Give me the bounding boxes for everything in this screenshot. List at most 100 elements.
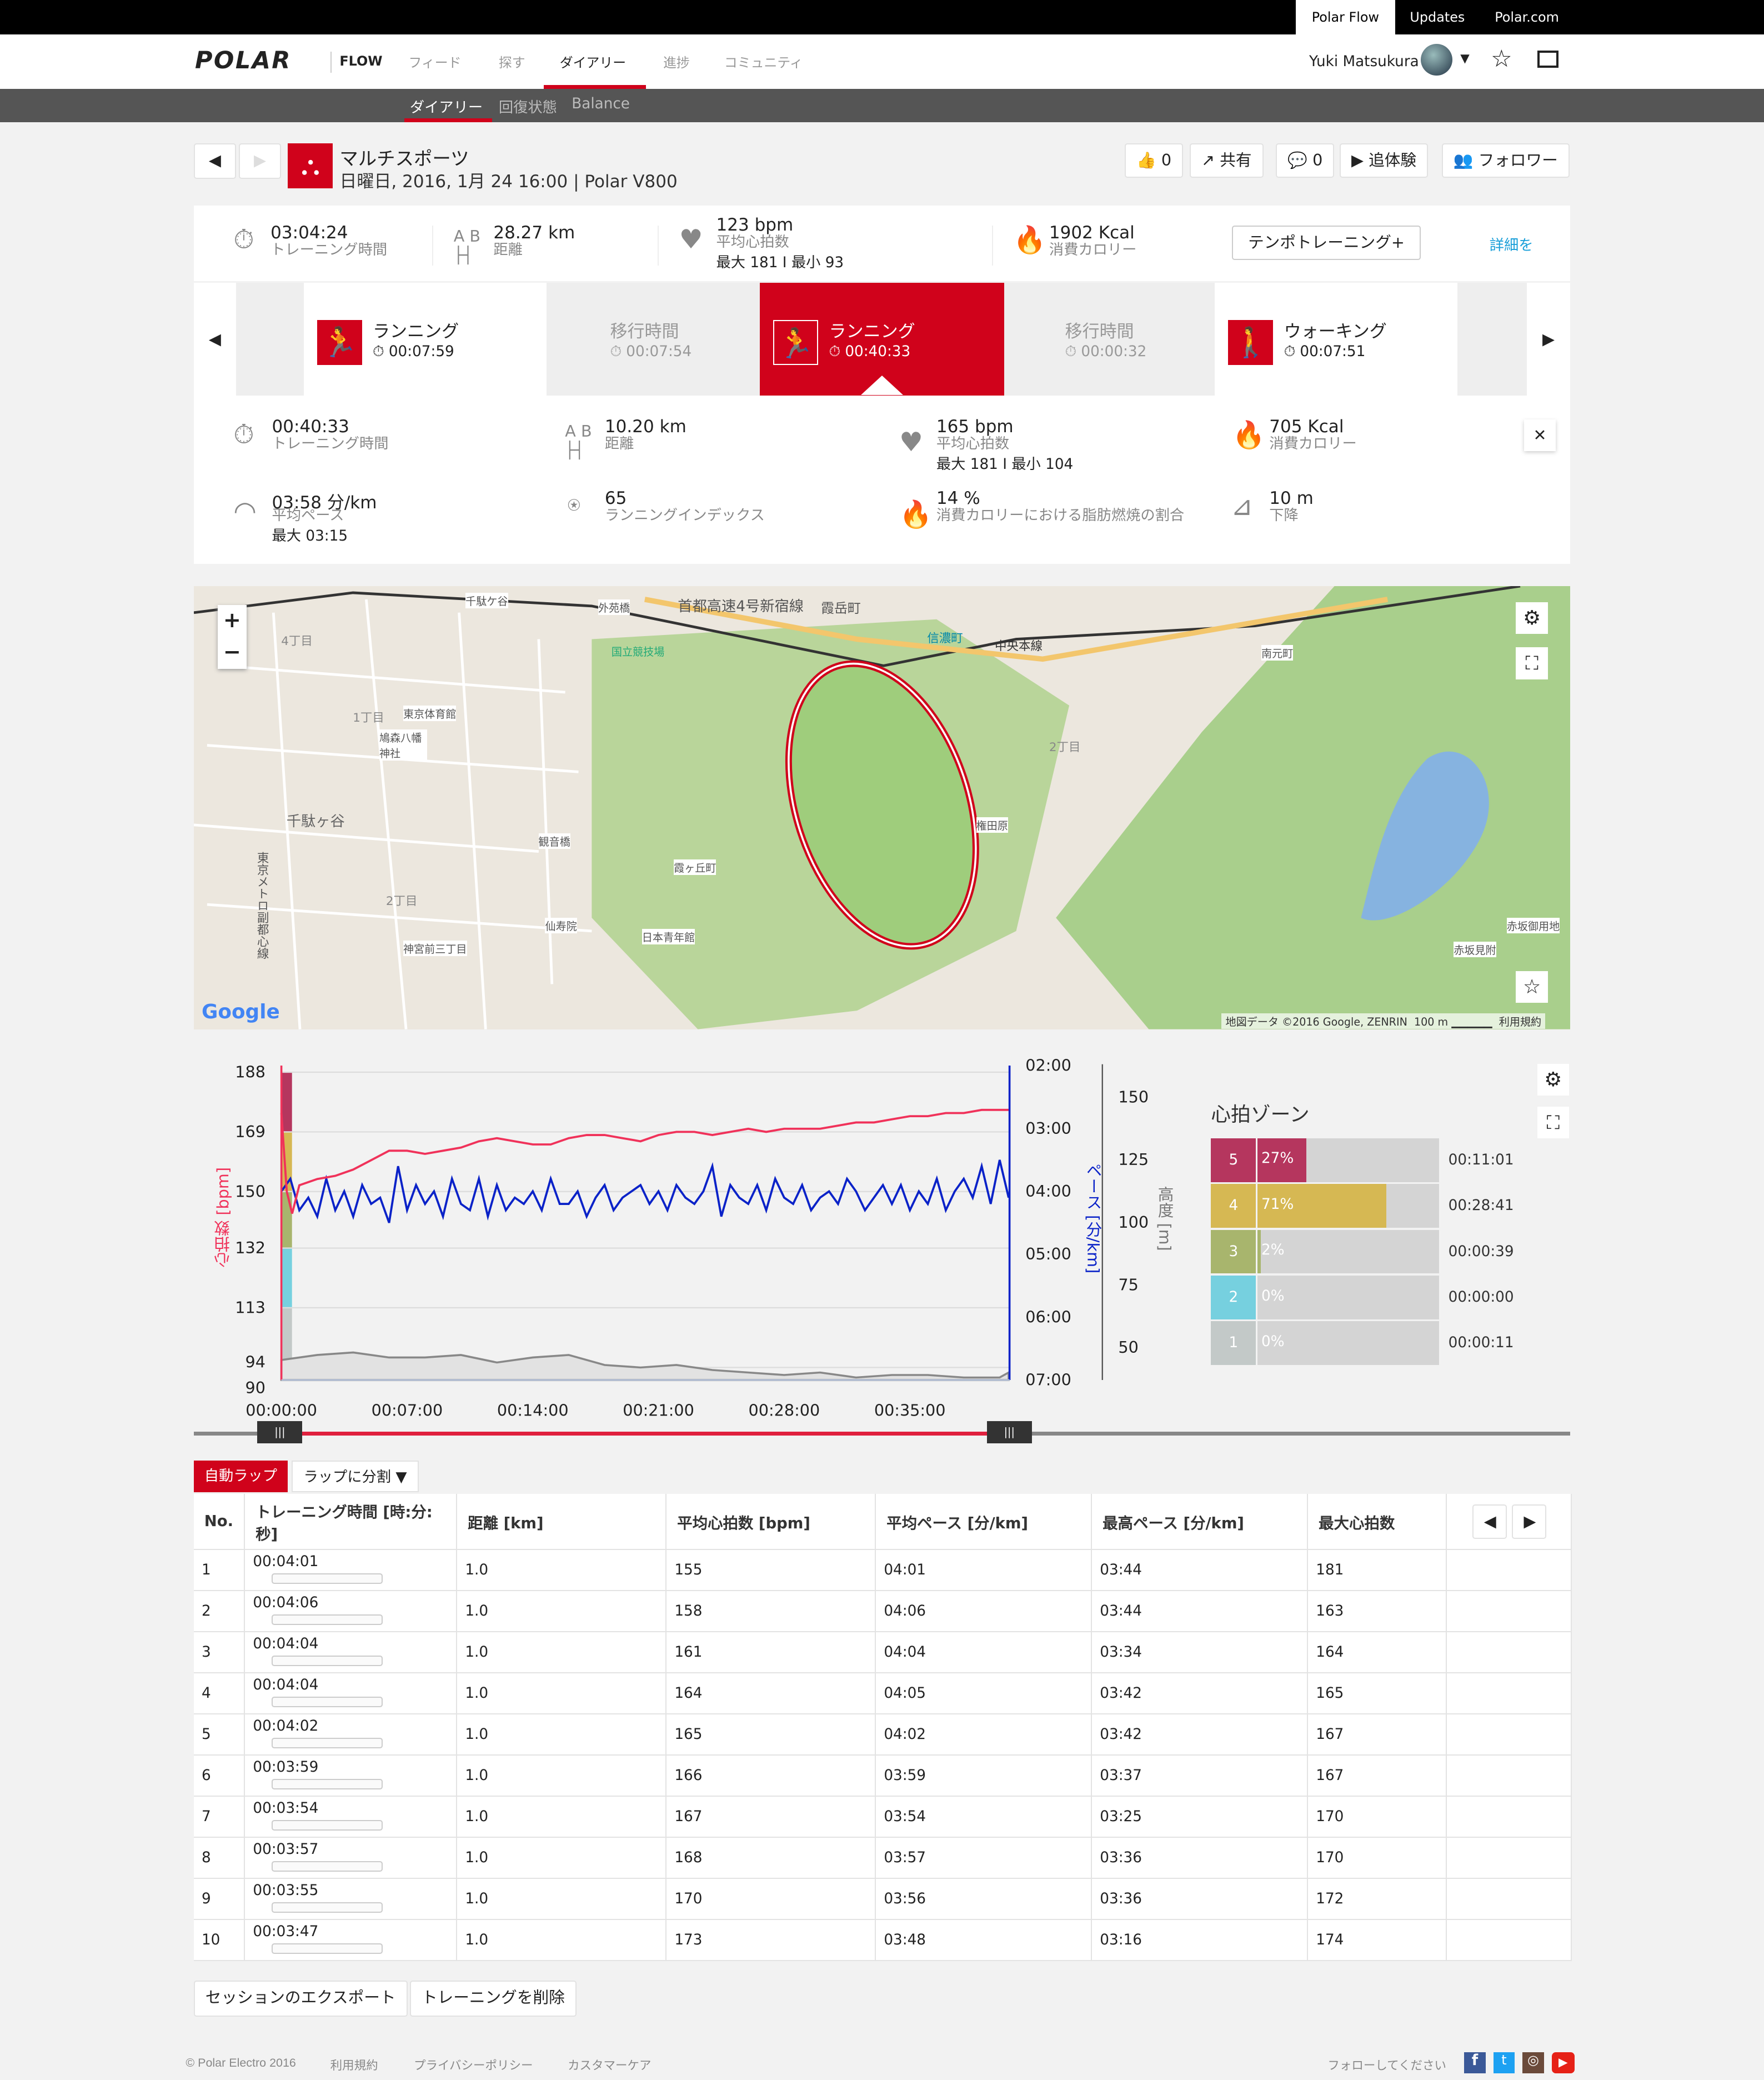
- replay-button[interactable]: ▶ 追体験: [1339, 143, 1429, 178]
- exercise-item-selected[interactable]: 🏃 ランニング ⏱ 00:40:33: [760, 282, 1004, 396]
- close-icon[interactable]: ✕: [1524, 419, 1556, 451]
- split-laps-dropdown[interactable]: ラップに分割 ▼: [292, 1461, 419, 1493]
- nav-feed[interactable]: フィード: [408, 55, 462, 71]
- laps-next-button[interactable]: ▶: [1512, 1504, 1547, 1539]
- messages-icon[interactable]: [1537, 50, 1558, 68]
- table-row[interactable]: 4 00:04:04 1.0 164 04:05 03:42 165: [193, 1673, 1572, 1715]
- zoom-in-button[interactable]: +: [223, 608, 241, 633]
- zoom-out-button[interactable]: −: [223, 640, 241, 665]
- polar-flow-link[interactable]: Polar Flow: [1296, 0, 1395, 35]
- instagram-icon[interactable]: ◎: [1522, 2052, 1544, 2074]
- map-terms-link[interactable]: 利用規約: [1499, 1016, 1542, 1029]
- transition-name: 移行時間: [1065, 321, 1134, 342]
- column-header[interactable]: トレーニング時間 [時:分:秒]: [244, 1493, 458, 1551]
- route-path-outline: [787, 663, 977, 948]
- zone-number: 2: [1211, 1276, 1256, 1319]
- cell-value: 00:03:59: [253, 1759, 319, 1776]
- facebook-icon[interactable]: f: [1464, 2052, 1486, 2074]
- cell: 04:06: [875, 1591, 1092, 1633]
- settings-gear-icon[interactable]: ⚙: [1516, 602, 1548, 634]
- chart-fullscreen-icon[interactable]: ⛶: [1537, 1106, 1569, 1138]
- tempo-training-button[interactable]: テンポトレーニング+: [1232, 225, 1421, 261]
- delete-training-button[interactable]: トレーニングを削除: [409, 1981, 577, 2017]
- user-name[interactable]: Yuki Matsukura: [1309, 53, 1419, 70]
- table-row[interactable]: 3 00:04:04 1.0 161 04:04 03:34 164: [193, 1632, 1572, 1674]
- followers-button[interactable]: 👥 フォロワー: [1441, 143, 1570, 178]
- next-session-button[interactable]: ▶: [238, 143, 282, 179]
- exercise-item[interactable]: 🚶 ウォーキング ⏱ 00:07:51: [1215, 282, 1458, 396]
- selected-pointer: [860, 376, 903, 395]
- table-row[interactable]: 7 00:03:54 1.0 167 03:54 03:25 170: [193, 1796, 1572, 1838]
- table-row[interactable]: 10 00:03:47 1.0 173 03:48 03:16 174: [193, 1919, 1572, 1962]
- exercise-name: ランニング: [373, 321, 459, 342]
- export-session-button[interactable]: セッションのエクスポート: [193, 1981, 408, 2017]
- range-start-handle[interactable]: |||: [257, 1421, 303, 1444]
- cell-value: 03:44: [1100, 1562, 1142, 1579]
- polar-com-link[interactable]: Polar.com: [1495, 9, 1559, 25]
- avatar[interactable]: [1420, 43, 1452, 76]
- table-row[interactable]: 6 00:03:59 1.0 166 03:59 03:37 167: [193, 1755, 1572, 1797]
- auto-lap-tab[interactable]: 自動ラップ: [193, 1461, 288, 1493]
- strip-prev-arrow[interactable]: ◀: [193, 282, 237, 396]
- cell: 170: [1307, 1796, 1447, 1838]
- cell: 1.0: [457, 1714, 667, 1756]
- column-header[interactable]: 平均ペース [分/km]: [875, 1493, 1092, 1551]
- nav-progress[interactable]: 進捗: [663, 55, 690, 71]
- column-header[interactable]: 最大心拍数: [1307, 1493, 1447, 1551]
- subnav-diary[interactable]: ダイアリー: [409, 99, 483, 116]
- star-icon[interactable]: ☆: [1491, 45, 1512, 73]
- cell-value: 04:05: [884, 1685, 926, 1702]
- comment-button[interactable]: 💬 0: [1276, 143, 1335, 178]
- polar-logo[interactable]: POLAR: [195, 46, 292, 74]
- twitter-icon[interactable]: t: [1493, 2052, 1515, 2074]
- updates-link[interactable]: Updates: [1410, 9, 1465, 25]
- people-icon: 👥: [1453, 150, 1474, 169]
- column-header[interactable]: No.: [193, 1493, 245, 1551]
- time-tick-label: 00:35:00: [874, 1401, 946, 1419]
- chevron-down-icon[interactable]: ▼: [1460, 52, 1470, 66]
- cell-value: 174: [1316, 1932, 1344, 1949]
- youtube-icon[interactable]: ▶: [1551, 2052, 1575, 2074]
- nav-diary[interactable]: ダイアリー: [559, 55, 627, 71]
- cell-value: 00:04:06: [253, 1594, 319, 1612]
- transition-item[interactable]: 移行時間 ⏱ 00:07:54: [548, 283, 759, 396]
- subnav-balance[interactable]: Balance: [572, 95, 630, 112]
- detail-running-index-label: ランニングインデックス: [604, 507, 765, 524]
- column-header[interactable]: 距離 [km]: [457, 1493, 667, 1551]
- details-link[interactable]: 詳細を: [1489, 237, 1534, 254]
- divider: [658, 225, 659, 266]
- transition-item[interactable]: 移行時間 ⏱ 00:00:32: [1005, 283, 1214, 396]
- footer-terms-link[interactable]: 利用規約: [330, 2059, 378, 2073]
- footer-support-link[interactable]: カスタマーケア: [568, 2059, 652, 2073]
- column-header[interactable]: 最高ペース [分/km]: [1091, 1493, 1308, 1551]
- nav-community[interactable]: コミュニティ: [724, 55, 803, 71]
- like-button[interactable]: 👍 0: [1125, 143, 1184, 178]
- training-chart[interactable]: 188169150132113949002:0003:0004:0005:000…: [194, 1048, 1571, 1459]
- footer-privacy-link[interactable]: プライバシーポリシー: [414, 2059, 533, 2073]
- session-subtitle: 日曜日, 2016, 1月 24 16:00 | Polar V800: [339, 171, 678, 192]
- laps-prev-button[interactable]: ◀: [1472, 1504, 1507, 1539]
- prev-session-button[interactable]: ◀: [193, 143, 237, 179]
- route-map[interactable]: 首都高速4号新宿線 霞岳町 外苑橋 千駄ケ谷 国立競技場 信濃町 中央本線 千駄…: [193, 586, 1571, 1030]
- strip-next-arrow[interactable]: ▶: [1526, 282, 1571, 396]
- table-row[interactable]: 5 00:04:02 1.0 165 04:02 03:42 167: [193, 1714, 1572, 1756]
- exercise-item[interactable]: 🏃 ランニング ⏱ 00:07:59: [303, 282, 547, 396]
- table-row[interactable]: 1 00:04:01 1.0 155 04:01 03:44 181: [193, 1549, 1572, 1592]
- range-end-handle[interactable]: |||: [986, 1421, 1032, 1444]
- map-label: 赤坂御用地: [1506, 918, 1560, 934]
- zoom-controls: + −: [217, 604, 247, 669]
- table-row[interactable]: 8 00:03:57 1.0 168 03:57 03:36 170: [193, 1837, 1572, 1879]
- cell: 00:04:04: [244, 1673, 458, 1715]
- chart-settings-gear-icon[interactable]: ⚙: [1537, 1064, 1569, 1096]
- subnav-recovery[interactable]: 回復状態: [498, 99, 557, 116]
- hr-tick-label: 94: [245, 1352, 265, 1371]
- fullscreen-icon[interactable]: ⛶: [1516, 647, 1548, 679]
- table-row[interactable]: 9 00:03:55 1.0 170 03:56 03:36 172: [193, 1878, 1572, 1921]
- column-header[interactable]: 平均心拍数 [bpm]: [666, 1493, 876, 1551]
- star-icon[interactable]: ☆: [1516, 971, 1548, 1003]
- flame-icon: 🔥: [899, 499, 933, 530]
- share-button[interactable]: ↗ 共有: [1190, 143, 1264, 178]
- zone-bar-bg: [1257, 1229, 1439, 1274]
- nav-explore[interactable]: 探す: [498, 55, 525, 71]
- table-row[interactable]: 2 00:04:06 1.0 158 04:06 03:44 163: [193, 1591, 1572, 1633]
